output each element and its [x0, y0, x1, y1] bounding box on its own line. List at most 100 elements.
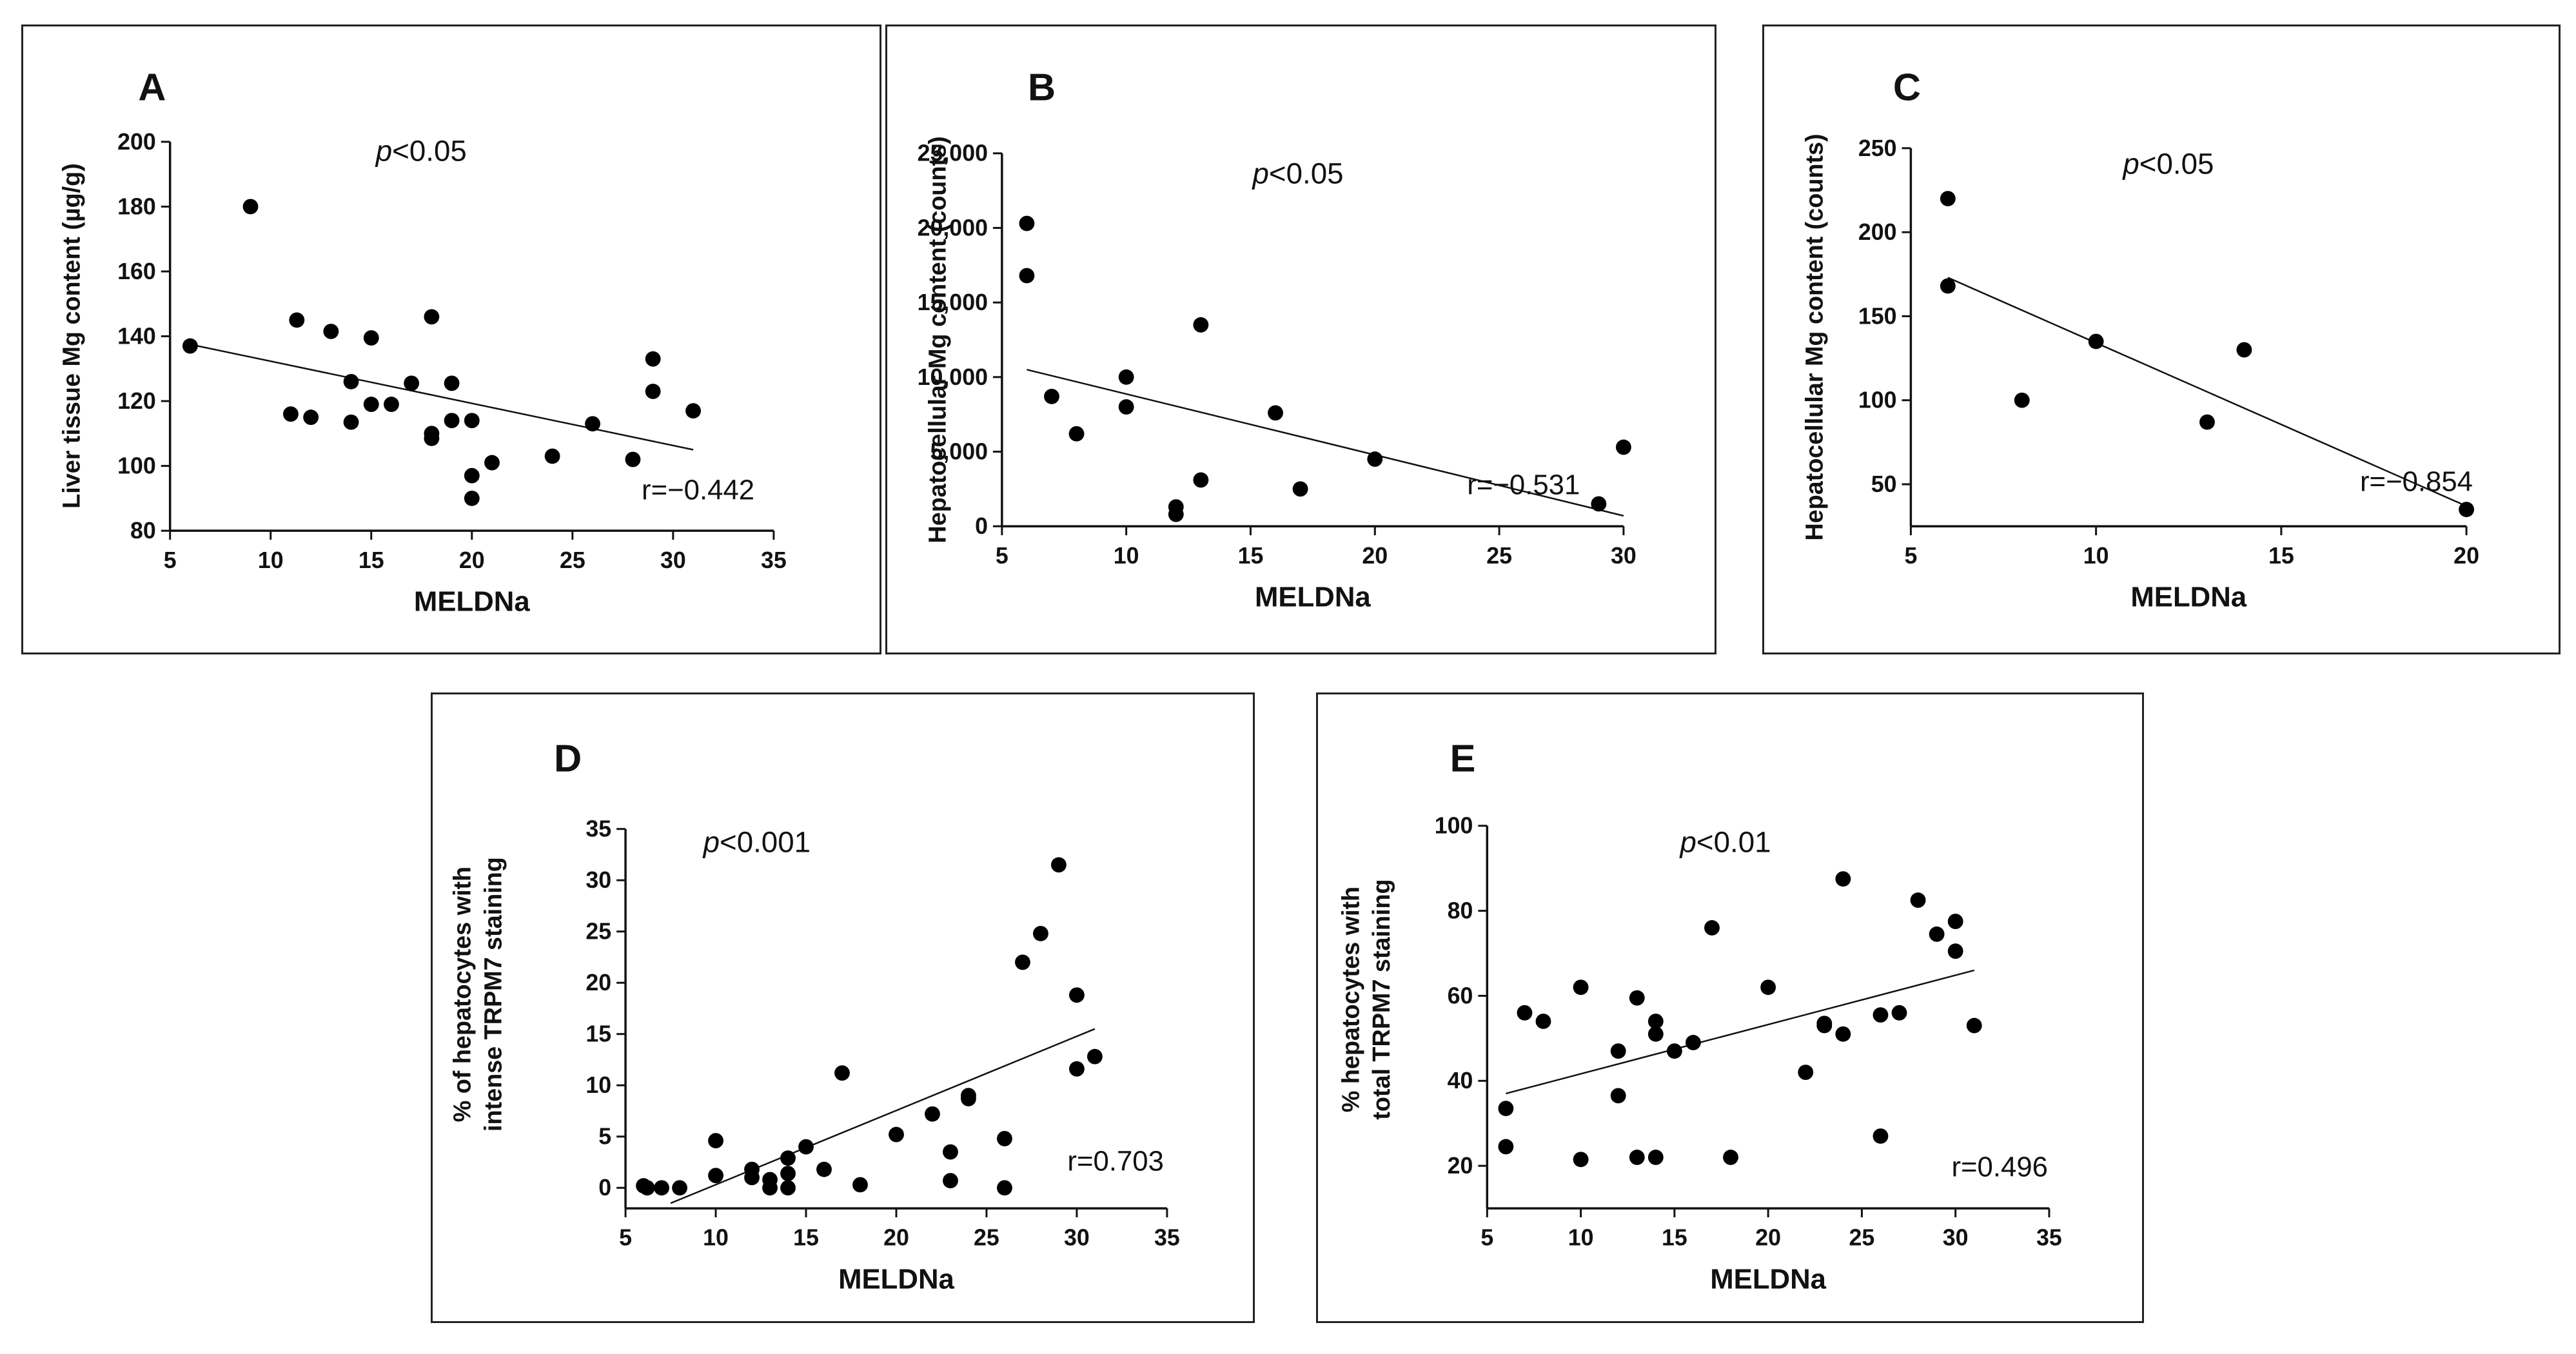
y-tick-label: 80 [1448, 898, 1473, 924]
y-tick-label: 5 [598, 1124, 611, 1150]
x-tick-label: 25 [560, 547, 585, 573]
y-axis-label-text: Hepatocellular Mg content (counts) [1801, 133, 1828, 540]
data-point [1940, 191, 1956, 206]
data-point [645, 351, 661, 367]
data-point [363, 330, 379, 346]
data-point [343, 414, 359, 430]
panel-label: B [1028, 65, 1056, 108]
data-point [1647, 1014, 1664, 1029]
panel-a: A 5 10 15 20 25 30 35 80 100 120 140 160 180 200 MELDNa… [21, 25, 881, 654]
y-tick-label: 100 [1435, 813, 1473, 839]
y-axis-label-line: intense TRPM7 staining [480, 857, 507, 1132]
data-point [625, 451, 641, 467]
data-point [1940, 278, 1956, 294]
data-point [1591, 496, 1607, 512]
data-point [2014, 392, 2030, 408]
p-value: <0.01 [1696, 825, 1771, 858]
x-tick-label: 10 [703, 1225, 729, 1251]
data-point [708, 1133, 723, 1149]
data-point [1068, 426, 1085, 442]
x-tick-label: 10 [1568, 1225, 1594, 1251]
data-point [424, 430, 440, 446]
x-tick-label: 20 [2453, 543, 2479, 569]
y-tick-label: 140 [117, 323, 156, 349]
data-point [1615, 439, 1631, 455]
regression-line [190, 343, 694, 451]
data-point [1118, 399, 1134, 415]
x-tick-label: 20 [1755, 1225, 1781, 1251]
x-tick-label: 30 [1064, 1225, 1090, 1251]
data-point [1816, 1017, 1833, 1034]
data-point [943, 1144, 958, 1160]
y-tick-label: 25 [585, 919, 611, 945]
r-value-annotation: r=0.703 [1067, 1145, 1163, 1177]
x-tick-label: 5 [619, 1225, 632, 1251]
x-tick-label: 20 [883, 1225, 909, 1251]
data-point [444, 375, 460, 391]
data-point [1647, 1150, 1664, 1165]
data-point [1498, 1101, 1514, 1117]
panel-c: C 5 10 15 20 50 100 150 200 250 MELDNa Hepatocellul… [1762, 25, 2561, 654]
r-value-annotation: r=−0.854 [2360, 466, 2473, 498]
x-axis-label: MELDNa [1710, 1263, 1826, 1295]
y-tick-label: 150 [1858, 303, 1897, 329]
x-axis-label: MELDNa [2130, 581, 2247, 613]
data-point [645, 384, 661, 399]
data-point [384, 397, 399, 413]
y-tick-label: 15 [585, 1021, 611, 1047]
data-point [283, 406, 299, 422]
data-point [1629, 1150, 1645, 1165]
data-point [780, 1166, 796, 1181]
x-tick-label: 20 [1362, 543, 1388, 569]
y-axis-label: Liver tissue Mg content (µg/g) [59, 163, 86, 509]
x-tick-label: 35 [761, 547, 787, 573]
data-point [997, 1180, 1012, 1196]
data-point [708, 1168, 723, 1184]
p-value: <0.05 [392, 135, 467, 168]
data-point [484, 455, 500, 471]
data-point [1015, 954, 1030, 970]
x-tick-label: 20 [459, 547, 485, 573]
data-point [1573, 979, 1589, 996]
data-point [1193, 472, 1209, 488]
x-axis-label: MELDNa [838, 1263, 954, 1295]
data-point [1873, 1128, 1889, 1144]
y-tick-label: 60 [1448, 983, 1473, 1008]
y-tick-label: 0 [598, 1175, 611, 1201]
data-point [1610, 1088, 1626, 1104]
data-point [1704, 920, 1720, 936]
panel-label: A [138, 65, 166, 108]
data-point [1891, 1005, 1907, 1021]
y-tick-label: 100 [117, 453, 156, 479]
y-tick-label: 50 [1871, 471, 1897, 497]
y-tick-label: 40 [1448, 1068, 1473, 1094]
data-point [1929, 926, 1945, 942]
data-point [323, 324, 339, 339]
chart-e: E 5 10 15 20 25 30 35 20 40 60 80 100 MELDNa % hepatoc… [1338, 736, 2062, 1295]
x-tick-label: 5 [164, 547, 177, 573]
p-symbol: p [702, 825, 720, 858]
y-axis-label: Hepatocellular Mg content (counts) [1801, 133, 1828, 540]
x-axis-label: MELDNa [1255, 581, 1371, 613]
p-value-annotation: p<0.001 [702, 825, 811, 858]
x-tick-label: 15 [793, 1225, 819, 1251]
data-point [1019, 268, 1035, 284]
p-value-annotation: p<0.01 [1679, 825, 1771, 858]
data-point [363, 397, 379, 413]
data-point [1069, 1061, 1085, 1077]
x-tick-label: 25 [974, 1225, 999, 1251]
x-tick-label: 5 [996, 543, 1008, 569]
data-point [1019, 215, 1035, 231]
y-tick-label: 250 [1858, 135, 1897, 161]
panel-d: D 5 10 15 20 25 30 35 0 5 10 15 20 25 30 35 MELDNa% of h… [431, 692, 1255, 1323]
y-tick-label: 5,000 [930, 438, 988, 464]
data-point [1069, 987, 1085, 1003]
data-point [1835, 871, 1851, 887]
data-point [2236, 342, 2252, 358]
regression-line [1506, 969, 1975, 1095]
data-point [943, 1173, 958, 1189]
chart-c: C 5 10 15 20 50 100 150 200 250 MELDNa Hepatocellul… [1801, 65, 2479, 613]
p-value: <0.001 [720, 825, 811, 858]
p-symbol: p [2121, 148, 2139, 181]
data-point [1760, 979, 1776, 996]
